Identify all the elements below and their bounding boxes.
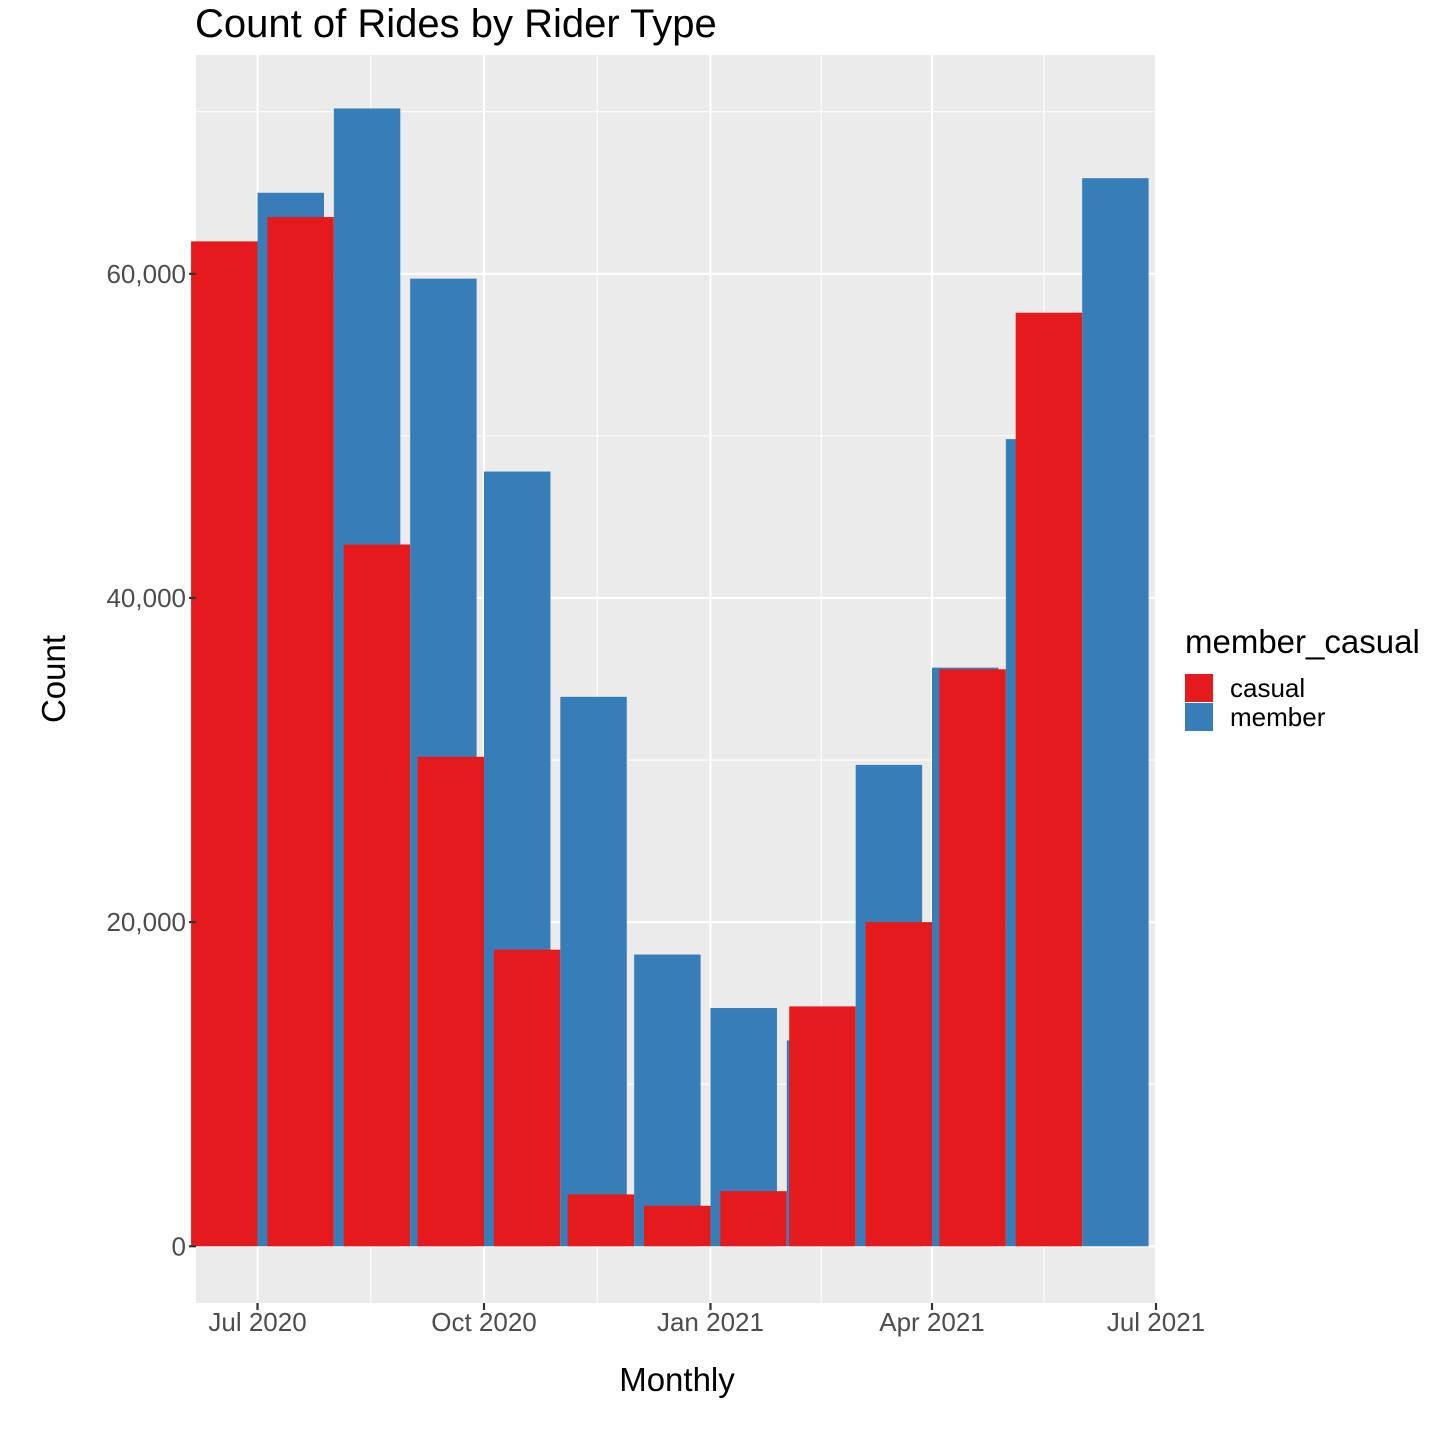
legend-label-member: member bbox=[1230, 702, 1326, 732]
y-tick-label: 20,000 bbox=[106, 907, 186, 937]
bar-casual bbox=[1015, 312, 1083, 1247]
bar-casual bbox=[939, 669, 1006, 1247]
x-tick-label: Jul 2020 bbox=[208, 1307, 306, 1337]
x-tick-label: Oct 2020 bbox=[431, 1307, 537, 1337]
bar-casual bbox=[343, 544, 411, 1247]
y-tick-label: 0 bbox=[172, 1231, 186, 1261]
bar-casual bbox=[417, 756, 484, 1247]
x-tick-label: Apr 2021 bbox=[879, 1307, 985, 1337]
x-axis: Jul 2020 Oct 2020 Jan 2021 Apr 2021 Jul 2021 bbox=[208, 1303, 1205, 1337]
x-tick-label: Jul 2021 bbox=[1107, 1307, 1205, 1337]
y-axis-title: Count bbox=[35, 635, 72, 723]
bar-casual bbox=[267, 217, 334, 1247]
bar-casual bbox=[567, 1194, 635, 1247]
bar-member bbox=[634, 954, 701, 1247]
bar-casual bbox=[789, 1006, 856, 1247]
bar-casual bbox=[720, 1191, 787, 1247]
y-tick-label: 60,000 bbox=[106, 259, 186, 289]
bar-member bbox=[560, 696, 627, 1247]
bar-casual bbox=[644, 1205, 711, 1247]
bar-casual bbox=[191, 241, 258, 1247]
y-axis: 0 20,000 40,000 60,000 bbox=[106, 259, 196, 1261]
x-axis-title: Monthly bbox=[619, 1361, 735, 1398]
bars bbox=[191, 108, 1149, 1247]
chart-title: Count of Rides by Rider Type bbox=[195, 2, 717, 46]
bar-member bbox=[1082, 178, 1149, 1247]
legend-key-casual bbox=[1185, 674, 1213, 702]
y-tick-label: 40,000 bbox=[106, 583, 186, 613]
bar-casual bbox=[865, 922, 932, 1247]
legend-label-casual: casual bbox=[1230, 673, 1305, 703]
legend-key-member bbox=[1185, 703, 1213, 731]
legend-title: member_casual bbox=[1185, 623, 1420, 660]
bar-casual bbox=[493, 949, 561, 1247]
x-tick-label: Jan 2021 bbox=[657, 1307, 764, 1337]
